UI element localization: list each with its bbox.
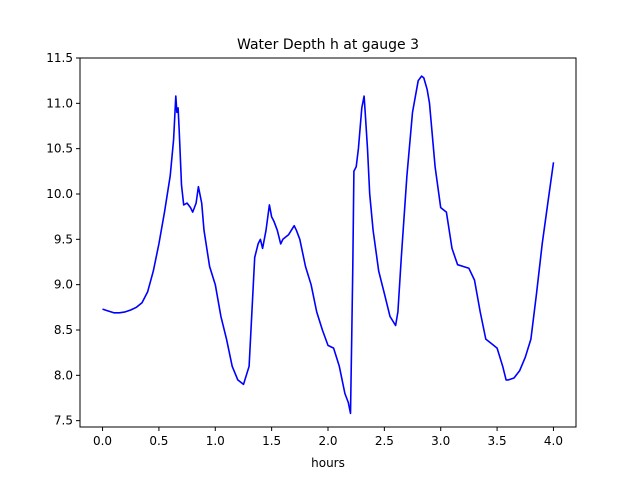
y-tick-label: 8.5 [54,323,73,337]
plot-area [102,75,555,415]
y-tick-label: 9.5 [54,232,73,246]
x-tick-label: 0.5 [149,434,168,448]
x-tick-label: 0.0 [93,434,112,448]
x-axis-label: hours [311,456,345,470]
x-tick-label: 3.5 [488,434,507,448]
x-tick-label: 1.0 [206,434,225,448]
y-tick-label: 11.0 [46,96,73,110]
y-tick-label: 9.0 [54,278,73,292]
x-axis: 0.0 0.5 1.0 1.5 2.0 2.5 3.0 3.5 4.0 [93,427,563,448]
axes-frame [79,57,577,428]
chart-title: Water Depth h at gauge 3 [237,37,419,53]
x-tick-label: 2.0 [318,434,337,448]
y-tick-label: 7.5 [54,414,73,428]
y-tick-label: 8.0 [54,368,73,382]
x-tick-label: 3.0 [431,434,450,448]
y-tick-label: 10.5 [46,142,73,156]
series-line-0 [102,75,555,415]
y-tick-label: 11.5 [46,51,73,65]
x-tick-label: 2.5 [375,434,394,448]
x-tick-label: 1.5 [262,434,281,448]
y-axis: 7.5 8.0 8.5 9.0 9.5 10.0 10.5 11.0 11.5 [46,51,80,428]
y-tick-label: 10.0 [46,187,73,201]
x-tick-label: 4.0 [544,434,563,448]
